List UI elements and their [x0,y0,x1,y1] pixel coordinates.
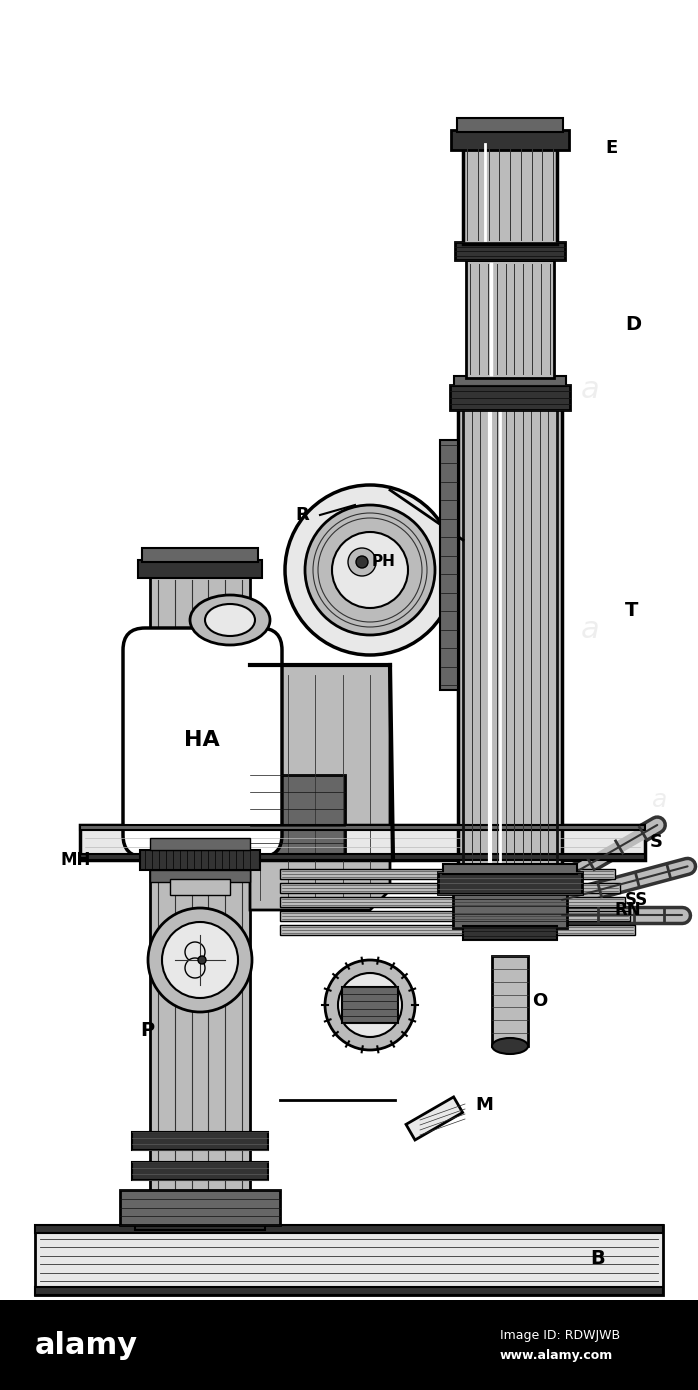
Text: S: S [650,833,663,851]
Bar [132,1131,268,1150]
Bar [140,851,260,870]
Bar [132,1162,268,1180]
Text: R: R [295,506,309,524]
Text: T: T [625,600,639,620]
Circle shape [285,485,455,655]
Text: E: E [605,139,617,157]
Bar [170,878,230,895]
Bar [132,1193,268,1211]
Bar [135,1216,265,1230]
Bar [453,892,567,929]
Bar [466,260,554,378]
Bar [280,883,620,892]
Polygon shape [250,664,390,910]
Bar [438,872,582,894]
Bar [120,1190,280,1225]
Bar [280,869,615,878]
Text: HA: HA [184,730,220,751]
Circle shape [305,505,435,635]
Bar [406,1097,463,1140]
Bar [150,838,250,851]
Text: M: M [475,1095,493,1113]
Circle shape [162,922,238,998]
Bar [35,1225,663,1233]
Bar [150,570,250,1225]
Circle shape [348,548,376,575]
Text: alamy: alamy [35,1330,138,1359]
Text: D: D [625,316,641,335]
Bar [250,776,345,860]
Bar [138,560,262,578]
Bar [463,140,557,245]
Text: B: B [590,1248,604,1268]
Bar [142,548,258,562]
Text: a: a [581,375,600,404]
Bar [443,865,577,874]
Text: P: P [140,1020,154,1040]
Text: Image ID: RDWJWB: Image ID: RDWJWB [500,1329,620,1341]
Bar [280,924,635,935]
Text: SS: SS [625,891,648,909]
Circle shape [185,958,205,979]
Text: O: O [532,992,547,1011]
Circle shape [356,556,368,569]
Bar [0,1300,698,1390]
Bar [35,1287,663,1295]
Circle shape [325,960,415,1049]
Bar [342,987,398,1023]
Text: PH: PH [372,555,396,570]
Ellipse shape [205,605,255,637]
Text: RN: RN [615,901,641,919]
Ellipse shape [190,595,270,645]
Circle shape [332,532,408,607]
FancyBboxPatch shape [123,628,282,858]
Circle shape [198,956,206,965]
Bar [455,242,565,260]
Bar [454,377,566,386]
Circle shape [148,908,252,1012]
Text: www.alamy.com: www.alamy.com [500,1348,614,1361]
Bar [80,853,645,860]
Circle shape [338,973,402,1037]
Bar [457,118,563,132]
Text: MH: MH [60,851,90,869]
Bar [280,897,625,908]
Bar [458,391,562,910]
Bar [280,910,630,922]
Bar [80,826,645,860]
Bar [150,870,250,883]
Ellipse shape [492,1038,528,1054]
Bar [440,441,458,689]
Bar [35,1225,663,1295]
Circle shape [352,987,388,1023]
Bar [80,826,645,830]
Bar [451,131,569,150]
Text: a: a [581,616,600,645]
Circle shape [185,942,205,962]
Bar [492,956,528,1047]
Bar [463,926,557,940]
Bar [450,385,570,410]
Text: a: a [653,788,668,812]
